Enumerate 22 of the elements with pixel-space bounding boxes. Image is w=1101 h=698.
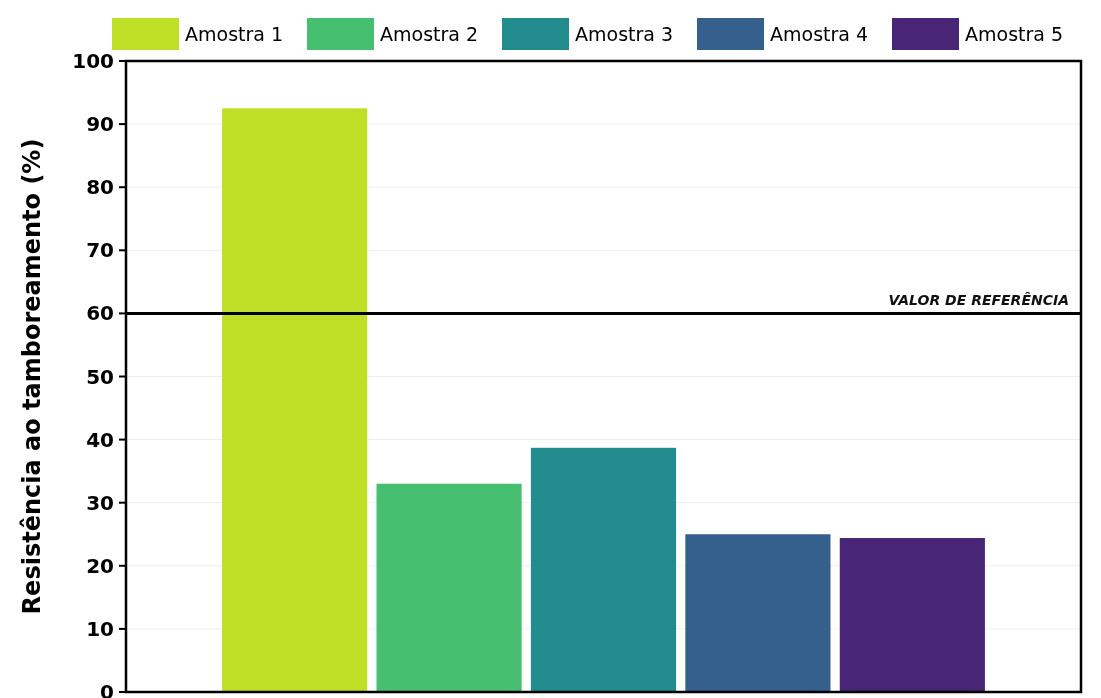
y-tick-label: 80 [86, 175, 114, 200]
bar [685, 534, 831, 692]
bar [530, 447, 677, 692]
bar [222, 108, 368, 692]
y-tick-label: 40 [86, 427, 114, 452]
y-tick-label: 10 [86, 616, 114, 641]
y-tick-label: 50 [86, 364, 114, 389]
y-tick-label: 20 [86, 553, 114, 578]
y-tick-label: 60 [86, 301, 114, 326]
y-tick-label: 30 [86, 490, 114, 515]
legend-label: Amostra 3 [575, 22, 674, 45]
legend-label: Amostra 1 [185, 22, 284, 45]
bar [839, 538, 985, 692]
legend-label: Amostra 4 [770, 22, 869, 45]
legend-label: Amostra 2 [380, 22, 479, 45]
y-tick-label: 70 [86, 238, 114, 263]
legend-label: Amostra 5 [965, 22, 1064, 45]
bar [376, 483, 522, 692]
y-tick-label: 90 [86, 112, 114, 137]
ref-line-label: VALOR DE REFERÊNCIA [888, 292, 1069, 309]
y-tick-label: 100 [72, 49, 114, 73]
y-axis-title: Resistência ao tamboreamento (%) [18, 138, 46, 615]
